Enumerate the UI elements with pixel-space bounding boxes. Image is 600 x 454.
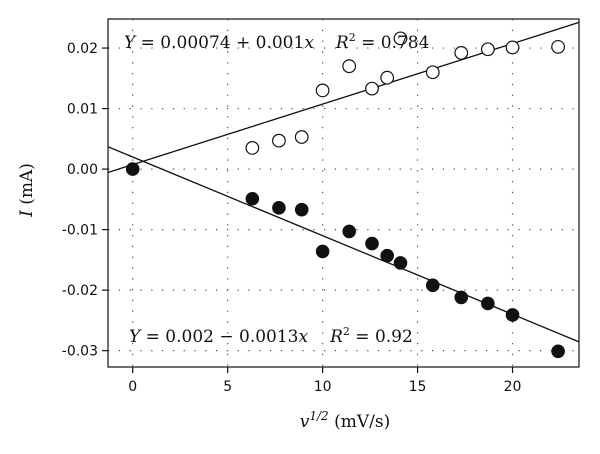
data-point-open [342,59,357,74]
eq-open-body: = 0.00074 + 0.001 [135,33,304,53]
x-tick-label: 15 [409,379,427,395]
equation-open-series: Y = 0.00074 + 0.001x R2 = 0.784 [124,31,429,53]
y-tick-label: -0.02 [62,283,98,299]
y-tick-label: 0.01 [67,102,98,118]
data-point-open [315,83,330,98]
axis-ticks: 0 5 10 15 20 0.02 0.01 0.00 -0.01 -0.02 -0.03 [62,41,522,395]
eq-filled-y: Y [129,327,142,347]
x-tick-label: 10 [314,379,332,395]
fit-line-filled-series [107,146,580,343]
y-axis-label-unit: (mA) [17,163,37,210]
data-point-open [454,45,469,60]
y-tick-label: -0.01 [62,223,98,239]
y-tick-label: 0.02 [67,41,98,57]
data-point-open [393,31,408,46]
data-point-open [365,81,379,96]
data-point-filled [505,308,520,322]
data-point-filled [272,201,286,215]
data-point-filled [380,248,394,263]
fit-lines [107,21,580,343]
y-axis-label-symbol: I [17,210,37,218]
data-point-filled [365,236,379,251]
data-point-filled [125,162,140,176]
x-axis-label: v1/2 (mV/s) [300,409,390,432]
plot-frame [107,18,580,368]
equation-filled-series: Y = 0.002 − 0.0013x R2 = 0.92 [129,325,413,347]
data-point-open [425,65,440,80]
x-tick-label: 5 [223,379,232,395]
data-point-open [551,39,566,54]
y-tick-label: 0.00 [67,162,98,178]
x-tick-label: 0 [128,379,137,395]
data-point-filled [481,296,495,311]
x-axis-label-unit: (mV/s) [329,412,391,432]
x-axis-label-symbol: v [300,412,310,432]
x-tick-label: 20 [504,379,522,395]
data-point-filled [551,344,565,359]
r2-open-r: R [335,33,349,53]
data-point-filled [454,290,469,305]
data-point-filled [315,244,330,259]
data-point-filled [294,202,309,217]
data-point-filled [425,278,440,293]
data-point-filled [393,256,408,270]
eq-open-x: x [304,33,314,53]
r2-open-sup: 2 [349,31,356,44]
x-axis-label-sup: 1/2 [309,409,328,423]
data-point-open [294,130,309,144]
r2-filled-sup: 2 [343,325,350,338]
y-tick-label: -0.03 [62,344,98,360]
r2-filled-value: = 0.92 [350,327,413,347]
data-points [125,31,566,359]
data-point-open [480,42,495,57]
data-point-open [380,70,395,85]
r2-open-value: = 0.784 [356,33,430,53]
fit-line-open-series [107,21,580,174]
grid [108,19,579,367]
data-point-open [272,133,286,148]
r2-filled-r: R [329,327,343,347]
y-axis-label: I (mA) [17,163,37,218]
data-point-filled [342,224,356,239]
data-point-open [245,141,260,155]
eq-filled-x: x [299,327,309,347]
eq-open-y: Y [124,33,137,53]
data-point-open [505,40,520,55]
data-point-filled [245,191,260,206]
eq-filled-body: = 0.002 − 0.0013 [140,327,298,347]
